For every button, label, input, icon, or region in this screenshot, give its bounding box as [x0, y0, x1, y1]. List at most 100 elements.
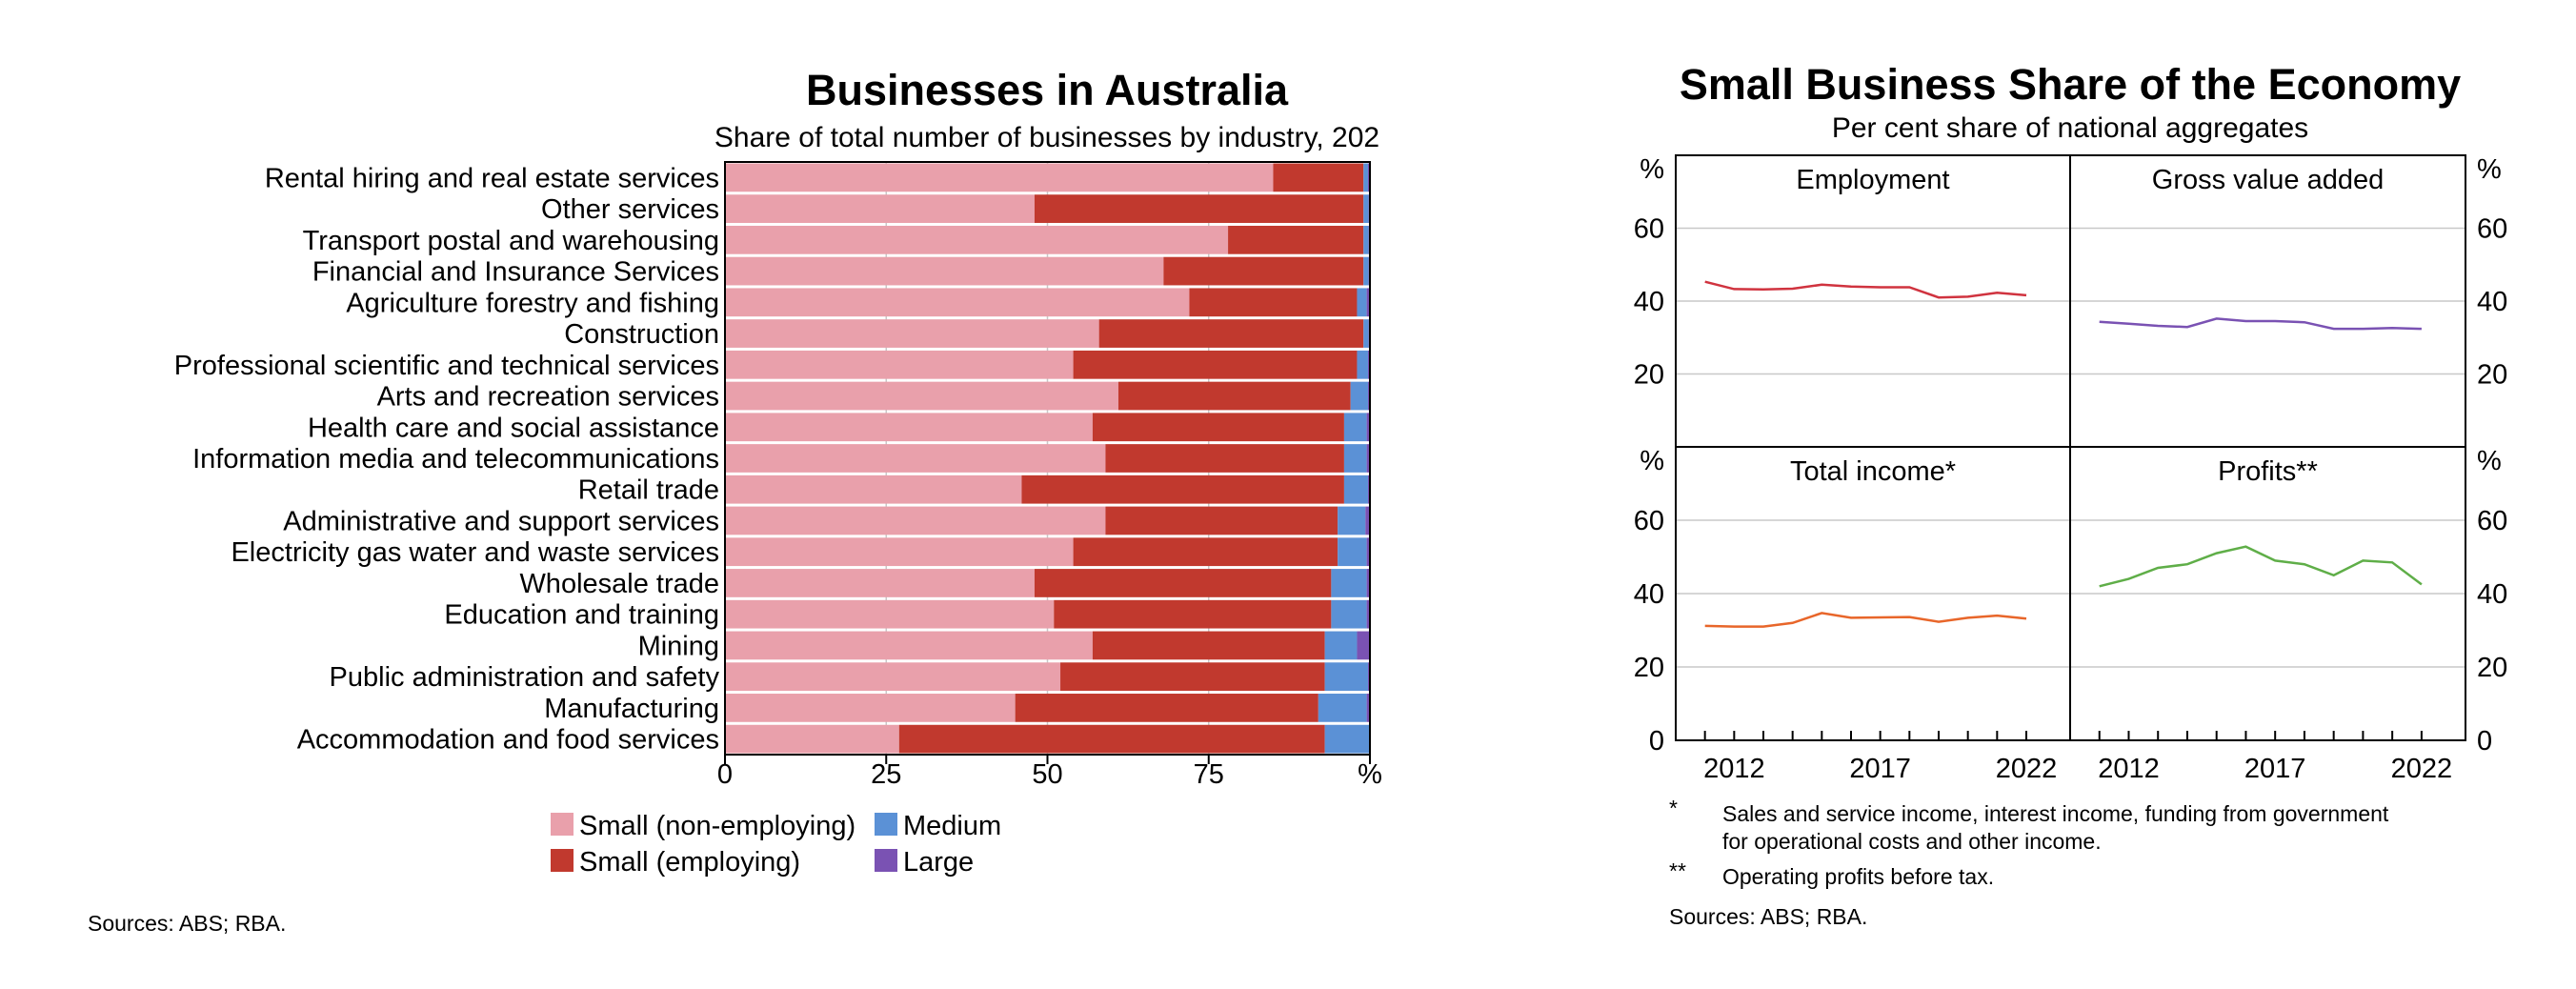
bar-segment-small-employing — [1021, 474, 1344, 504]
category-label: Rental hiring and real estate services — [265, 163, 719, 193]
bar-segment-small-non-employing — [725, 225, 1229, 254]
bar-segment-small-non-employing — [725, 194, 1035, 223]
bar-segment-large — [1366, 569, 1370, 597]
category-label: Public administration and safety — [330, 662, 720, 693]
category-label: Professional scientific and technical se… — [174, 351, 719, 381]
legend-swatch-large — [875, 849, 897, 872]
bar-segment-small-employing — [1060, 662, 1325, 692]
category-label: Arts and recreation services — [377, 382, 719, 413]
y-tick-label-right: 60 — [2477, 214, 2507, 245]
bar-segment-large — [1366, 444, 1370, 473]
footnote-1-mark: * — [1669, 796, 1678, 820]
total-income-line — [1704, 612, 2027, 628]
bar-segment-small-non-employing — [725, 350, 1074, 379]
y-unit-label-left: % — [1640, 154, 1664, 185]
left-x-tick-label: % — [1358, 759, 1382, 790]
bar-segment-small-employing — [1034, 569, 1332, 597]
bar-segment-medium — [1343, 413, 1367, 442]
left-x-tick-label: 25 — [871, 759, 901, 790]
left-chart: Businesses in Australia Share of total n… — [88, 66, 1382, 936]
category-label: Accommodation and food services — [297, 725, 719, 756]
right-footnotes: * Sales and service income, interest inc… — [1669, 796, 2389, 889]
bar-segment-medium — [1324, 724, 1370, 754]
bar-segment-small-non-employing — [725, 599, 1055, 629]
bar-segment-large — [1367, 662, 1370, 692]
left-category-labels: Rental hiring and real estate servicesOt… — [174, 163, 720, 755]
bar-segment-medium — [1331, 569, 1367, 597]
x-tick-label: 2022 — [1996, 754, 2058, 784]
bar-segment-small-employing — [1105, 506, 1338, 535]
y-tick-label-left: 40 — [1634, 287, 1664, 317]
bar-segment-small-employing — [1015, 694, 1318, 722]
bar-segment-small-non-employing — [725, 724, 899, 754]
bar-segment-medium — [1338, 537, 1367, 567]
footnote-1-text: Sales and service income, interest incom… — [1722, 801, 2389, 826]
left-sources-note: Sources: ABS; RBA. — [88, 911, 286, 936]
bar-segment-small-non-employing — [725, 474, 1022, 504]
y-tick-label-right: 40 — [2477, 287, 2507, 317]
footnote-2-text: Operating profits before tax. — [1722, 864, 1994, 889]
panel-profits: Profits** — [2070, 456, 2465, 668]
panel-title: Total income* — [1790, 456, 1956, 487]
left-x-tick-label: 50 — [1032, 759, 1062, 790]
bar-segment-small-non-employing — [725, 319, 1099, 348]
bar-segment-large — [1365, 506, 1370, 535]
y-tick-label-right: 40 — [2477, 579, 2507, 610]
category-label: Electricity gas water and waste services — [231, 537, 719, 568]
legend-label-small-non-employing: Small (non-employing) — [579, 811, 855, 841]
bar-segment-small-employing — [1073, 350, 1358, 379]
right-chart: Small Business Share of the Economy Per … — [1634, 60, 2508, 929]
bar-segment-medium — [1331, 599, 1367, 629]
panel-gross-value-added: Gross value added — [2070, 165, 2465, 375]
bar-segment-small-employing — [1098, 319, 1364, 348]
x-tick-label: 2017 — [1849, 754, 1911, 784]
bar-segment-medium — [1343, 444, 1367, 473]
category-label: Administrative and support services — [283, 506, 719, 536]
left-bars — [725, 163, 1370, 754]
legend-label-large: Large — [903, 847, 974, 878]
y-tick-label-zero-right: 0 — [2477, 726, 2492, 757]
category-label: Other services — [541, 194, 719, 225]
right-panels: Employment Gross value added Total income*… — [1634, 154, 2507, 784]
left-chart-title: Businesses in Australia — [806, 66, 1289, 114]
x-tick-label: 2017 — [2244, 754, 2306, 784]
bar-segment-large — [1366, 288, 1370, 317]
category-label: Education and training — [444, 600, 719, 631]
bar-segment-large — [1367, 163, 1370, 192]
bar-segment-medium — [1363, 319, 1369, 348]
bar-segment-medium — [1324, 662, 1368, 692]
x-tick-label: 2012 — [2098, 754, 2160, 784]
left-legend: Small (non-employing) Medium Small (empl… — [551, 811, 1001, 878]
panel-total-income: Total income* — [1676, 456, 2070, 668]
bar-segment-small-employing — [1034, 194, 1364, 223]
bar-segment-small-employing — [1073, 537, 1338, 567]
profits-line — [2099, 545, 2423, 588]
bar-segment-medium — [1338, 506, 1366, 535]
bar-segment-small-employing — [1228, 225, 1364, 254]
bar-segment-small-employing — [1092, 631, 1325, 660]
bar-segment-medium — [1363, 256, 1369, 286]
footnote-2-mark: ** — [1669, 858, 1686, 883]
category-label: Wholesale trade — [519, 569, 719, 599]
category-label: Health care and social assistance — [308, 413, 719, 443]
bar-segment-small-employing — [1054, 599, 1332, 629]
bar-segment-small-employing — [1189, 288, 1358, 317]
bar-segment-small-non-employing — [725, 413, 1093, 442]
bar-segment-medium — [1363, 194, 1369, 223]
bar-segment-small-non-employing — [725, 506, 1106, 535]
bar-segment-large — [1366, 694, 1370, 722]
bar-segment-medium — [1363, 163, 1368, 192]
y-tick-label-right: 20 — [2477, 653, 2507, 683]
bar-segment-small-non-employing — [725, 288, 1190, 317]
y-unit-label-right: % — [2477, 446, 2502, 476]
bar-segment-large — [1366, 413, 1370, 442]
employment-line — [1704, 280, 2027, 299]
right-chart-subtitle: Per cent share of national aggregates — [1832, 112, 2308, 144]
footnote-1-text-line2: for operational costs and other income. — [1722, 829, 2102, 854]
right-sources-note: Sources: ABS; RBA. — [1669, 904, 1867, 929]
left-x-ticks: 0 25 50 75% — [717, 755, 1382, 790]
y-tick-label-left: 60 — [1634, 214, 1664, 245]
y-tick-label-left: 40 — [1634, 579, 1664, 610]
category-label: Transport postal and warehousing — [303, 226, 719, 256]
panel-title: Profits** — [2218, 456, 2318, 487]
